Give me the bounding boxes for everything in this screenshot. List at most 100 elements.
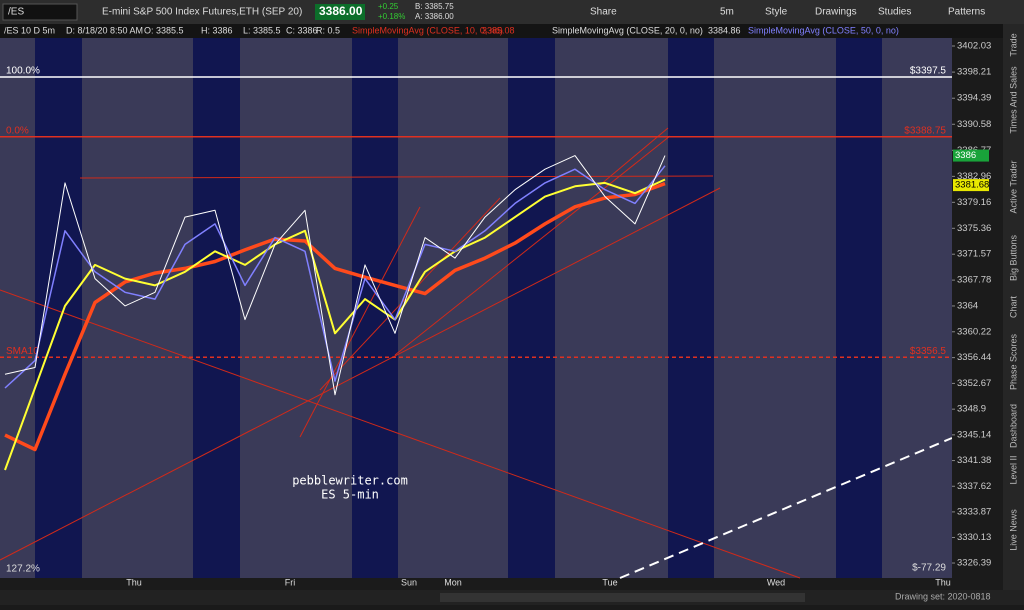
series-line: [4, 181, 666, 452]
header-row: [0, 24, 1003, 38]
change: +0.25: [378, 2, 399, 11]
y-tick-label: 3326.39: [957, 558, 991, 569]
level-label: $3388.75: [904, 125, 946, 136]
side-tab[interactable]: Live News: [1008, 509, 1018, 551]
level-label: $3356.5: [910, 346, 947, 357]
session-band: [352, 38, 398, 578]
x-tick-label: Sun: [401, 577, 417, 587]
price-tag: [953, 149, 989, 162]
session-band: [35, 38, 82, 578]
y-tick-label: 3375.36: [957, 223, 991, 234]
level-tag: 100.0%: [6, 66, 40, 77]
y-tick-label: 3364: [957, 300, 978, 311]
y-tick-label: 3341.38: [957, 455, 991, 466]
y-tick-label: 3367.78: [957, 275, 991, 286]
ask: A: 3386.00: [415, 12, 454, 21]
y-tick-label: 3390.58: [957, 119, 991, 130]
toolbar-button[interactable]: 5m: [720, 7, 734, 18]
header-field: /ES 10 D 5m: [4, 25, 55, 35]
x-tick-label: Thu: [126, 577, 142, 587]
y-tick-label: 3345.14: [957, 429, 991, 440]
bid: B: 3385.75: [415, 2, 454, 11]
footer-text: Drawing set: 2020-0818: [895, 591, 991, 601]
side-tab[interactable]: Big Buttons: [1008, 234, 1018, 281]
side-tab[interactable]: Chart: [1008, 296, 1018, 319]
trend-line: [0, 187, 721, 561]
symbol: /ES: [8, 7, 24, 18]
series-line: [4, 178, 666, 471]
x-tick-label: Fri: [285, 577, 296, 587]
last-box: [315, 4, 365, 20]
toolbar-button[interactable]: Studies: [878, 7, 911, 18]
y-tick-label: 3394.39: [957, 93, 991, 104]
side-bar: [1003, 24, 1024, 590]
trend-line: [0, 289, 801, 579]
fib-label: 127.2%: [6, 564, 40, 575]
trend-line: [79, 175, 714, 179]
header-field: H: 3386: [201, 25, 233, 35]
y-tick-label: 3379.16: [957, 197, 991, 208]
session-band: [668, 38, 714, 578]
y-tick-label: 3402.03: [957, 41, 991, 52]
header-field: C: 3386: [286, 25, 318, 35]
plot-area: [0, 38, 952, 578]
description: E-mini S&P 500 Index Futures,ETH (SEP 20…: [102, 7, 302, 18]
header-field: D: 8/18/20 8:50 AM: [66, 25, 143, 35]
trend-line: [394, 135, 671, 356]
watermark: ES 5-min: [321, 488, 379, 502]
y-tick-label: 3333.87: [957, 506, 991, 517]
study-value: 3385.08: [482, 25, 515, 35]
toolbar-button[interactable]: Style: [765, 7, 788, 18]
side-tab[interactable]: Times And Sales: [1008, 66, 1018, 134]
side-tab[interactable]: Dashboard: [1008, 404, 1018, 448]
x-tick-label: Wed: [767, 577, 785, 587]
y-tick-label: 3348.9: [957, 404, 986, 415]
price-tag: [953, 179, 989, 192]
session-band: [193, 38, 240, 578]
toolbar-button[interactable]: Patterns: [948, 7, 985, 18]
y-tick-label: 3356.44: [957, 352, 991, 363]
side-tab[interactable]: Trade: [1008, 33, 1018, 56]
price-axis: [952, 38, 1003, 578]
y-tick-label: 3360.22: [957, 326, 991, 337]
toolbar-button[interactable]: Share: [590, 7, 617, 18]
level-tag: SMA10: [6, 346, 39, 357]
level-tag: 0.0%: [6, 125, 29, 136]
price-tag-label: 3386: [955, 150, 976, 161]
side-tab[interactable]: Level II: [1008, 455, 1018, 484]
scrollbar[interactable]: [440, 593, 805, 602]
header-field: L: 3385.5: [243, 25, 281, 35]
toolbar-button[interactable]: Drawings: [815, 7, 857, 18]
session-band: [836, 38, 882, 578]
session-band: [508, 38, 555, 578]
side-tab[interactable]: Phase Scores: [1008, 333, 1018, 390]
y-tick-label: 3330.13: [957, 532, 991, 543]
y-tick-label: 3337.62: [957, 481, 991, 492]
side-tab[interactable]: Active Trader: [1008, 160, 1018, 213]
study-value: 3384.86: [708, 25, 741, 35]
last-price: 3386.00: [319, 4, 363, 18]
header-field: R: 0.5: [316, 25, 340, 35]
watermark: pebblewriter.com: [292, 474, 408, 488]
y-tick-label: 3398.21: [957, 67, 991, 78]
trend-line: [619, 437, 953, 579]
header-field: O: 3385.5: [144, 25, 184, 35]
level-label: $-77.29: [912, 563, 946, 574]
x-tick-label: Tue: [602, 577, 617, 587]
toolbar: [0, 0, 1024, 24]
trend-line: [299, 206, 421, 438]
y-tick-label: 3352.67: [957, 378, 991, 389]
symbol-box[interactable]: [2, 3, 78, 21]
x-tick-label: Thu: [935, 577, 951, 587]
y-tick-label: 3371.57: [957, 249, 991, 260]
y-tick-label: 3382.96: [957, 171, 991, 182]
series-line: [4, 155, 666, 396]
study-name: SimpleMovingAvg (CLOSE, 20, 0, no): [552, 25, 703, 35]
study-name: SimpleMovingAvg (CLOSE, 10, 0, no): [352, 25, 503, 35]
level-label: $3397.5: [910, 66, 947, 77]
change-pct: +0.18%: [378, 12, 405, 21]
price-tag-label: 3381.68: [955, 180, 989, 191]
x-tick-label: Mon: [444, 577, 462, 587]
series-line: [4, 165, 666, 389]
